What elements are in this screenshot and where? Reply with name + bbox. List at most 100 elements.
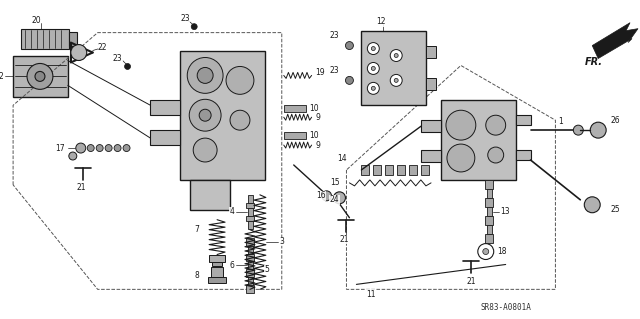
Bar — [248, 195, 253, 203]
Circle shape — [584, 197, 600, 213]
Bar — [421, 150, 441, 162]
Bar — [246, 286, 254, 293]
Text: 21: 21 — [76, 183, 86, 192]
Text: 15: 15 — [330, 178, 339, 187]
Text: 18: 18 — [497, 247, 506, 256]
Bar — [150, 100, 180, 115]
Circle shape — [87, 145, 94, 152]
Circle shape — [321, 191, 332, 201]
Bar — [409, 165, 417, 175]
Text: 17: 17 — [55, 144, 65, 152]
Bar — [246, 216, 254, 221]
Text: FR.: FR. — [585, 56, 604, 66]
Circle shape — [371, 66, 375, 70]
Circle shape — [371, 86, 375, 90]
Text: 8: 8 — [195, 271, 199, 280]
Text: 10: 10 — [310, 130, 319, 140]
Circle shape — [71, 45, 87, 61]
Bar — [362, 165, 369, 175]
Text: 1: 1 — [558, 117, 563, 126]
Text: 23: 23 — [330, 31, 339, 40]
Bar — [484, 198, 493, 207]
Text: 7: 7 — [195, 225, 199, 234]
Bar — [487, 207, 492, 216]
Polygon shape — [592, 23, 638, 58]
Bar — [180, 50, 265, 180]
Circle shape — [96, 145, 103, 152]
Text: 14: 14 — [337, 153, 346, 162]
Circle shape — [590, 122, 606, 138]
Bar — [487, 189, 492, 198]
Text: 21: 21 — [466, 277, 476, 286]
Bar — [426, 46, 436, 57]
Circle shape — [573, 125, 583, 135]
Bar — [284, 105, 306, 112]
Circle shape — [197, 67, 213, 83]
Text: 2: 2 — [0, 72, 3, 81]
Bar — [212, 263, 222, 266]
Bar — [362, 31, 426, 105]
Bar — [246, 238, 254, 246]
Circle shape — [69, 152, 77, 160]
Bar — [211, 267, 223, 278]
Text: 20: 20 — [31, 16, 41, 25]
Text: 22: 22 — [98, 43, 108, 52]
Text: 16: 16 — [316, 191, 326, 200]
Text: 10: 10 — [310, 104, 319, 113]
Bar — [441, 100, 516, 180]
Text: 9: 9 — [316, 113, 321, 122]
Text: 6: 6 — [229, 261, 234, 270]
Circle shape — [371, 47, 375, 50]
Bar — [516, 150, 531, 160]
Bar — [246, 203, 254, 208]
Bar — [248, 262, 253, 270]
Circle shape — [189, 99, 221, 131]
Bar — [246, 254, 254, 262]
Circle shape — [483, 249, 489, 255]
Text: SR83-A0801A: SR83-A0801A — [481, 303, 532, 312]
Text: 21: 21 — [340, 235, 349, 244]
Bar — [150, 130, 180, 145]
Bar — [21, 29, 69, 48]
Bar — [421, 120, 441, 132]
Text: 12: 12 — [376, 17, 386, 26]
Circle shape — [346, 77, 353, 84]
Circle shape — [188, 57, 223, 93]
Circle shape — [367, 42, 380, 55]
Circle shape — [488, 147, 504, 163]
Text: 13: 13 — [500, 207, 510, 216]
Circle shape — [105, 145, 112, 152]
Circle shape — [125, 63, 131, 70]
Bar — [516, 115, 531, 125]
Bar — [190, 180, 230, 210]
Bar — [284, 132, 306, 139]
Circle shape — [226, 66, 254, 94]
Circle shape — [191, 24, 197, 30]
Circle shape — [346, 41, 353, 49]
Circle shape — [486, 115, 506, 135]
Text: 26: 26 — [610, 116, 620, 125]
Circle shape — [367, 63, 380, 74]
Circle shape — [446, 110, 476, 140]
Text: 24: 24 — [330, 195, 339, 204]
Circle shape — [367, 82, 380, 94]
Circle shape — [193, 138, 217, 162]
Bar — [246, 270, 254, 278]
Circle shape — [76, 143, 86, 153]
Bar — [248, 246, 253, 254]
Bar — [373, 165, 381, 175]
Bar — [385, 165, 393, 175]
Bar — [487, 225, 492, 234]
Circle shape — [123, 145, 130, 152]
Bar — [426, 78, 436, 90]
Bar — [208, 278, 226, 283]
Text: 23: 23 — [113, 54, 122, 63]
Text: 23: 23 — [330, 66, 339, 75]
Text: 5: 5 — [265, 265, 269, 274]
Circle shape — [199, 109, 211, 121]
Bar — [248, 208, 253, 216]
Bar — [69, 32, 77, 46]
Circle shape — [447, 144, 475, 172]
Circle shape — [390, 49, 402, 62]
Text: 9: 9 — [316, 141, 321, 150]
